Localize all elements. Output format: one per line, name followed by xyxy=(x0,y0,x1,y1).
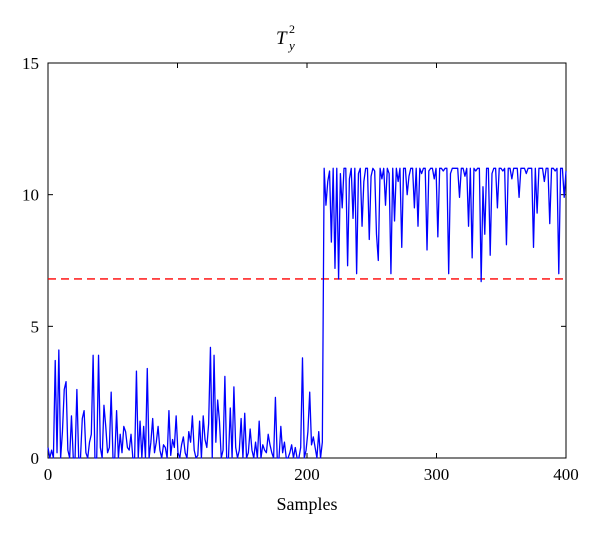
y-axis: 0 5 10 15 xyxy=(22,54,566,468)
y-tick-label: 10 xyxy=(22,186,39,205)
title-base: T xyxy=(276,28,288,49)
title-subscript: y xyxy=(287,38,295,53)
title-superscript: 2 xyxy=(289,22,295,36)
x-axis: 0 100 200 300 400 xyxy=(44,63,579,484)
plot-area xyxy=(47,62,567,459)
y-tick-label: 0 xyxy=(31,449,40,468)
x-tick-label: 200 xyxy=(294,465,320,484)
y-tick-label: 5 xyxy=(31,317,40,336)
x-tick-label: 0 xyxy=(44,465,53,484)
x-tick-label: 300 xyxy=(424,465,450,484)
y-tick-label: 15 xyxy=(22,54,39,73)
x-tick-label: 400 xyxy=(553,465,579,484)
x-axis-label: Samples xyxy=(277,494,338,514)
chart-title: T 2 y xyxy=(276,22,295,53)
t2-series-line xyxy=(47,167,567,459)
x-tick-label: 100 xyxy=(165,465,191,484)
